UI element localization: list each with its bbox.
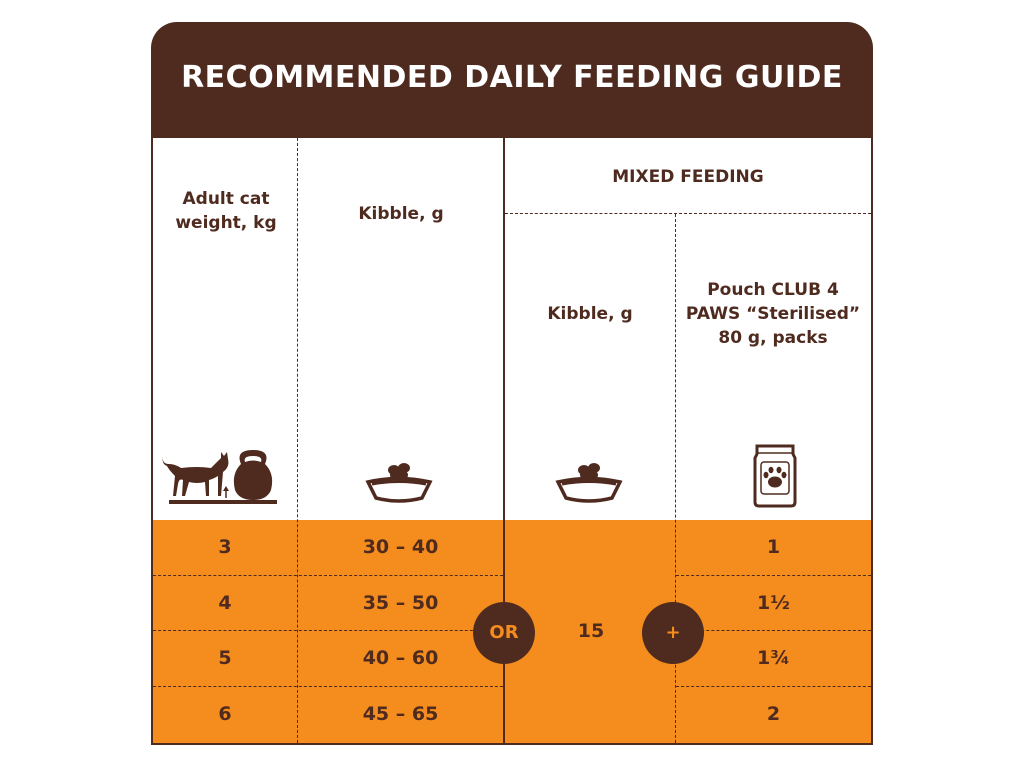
pouch-paw-icon [753,444,797,508]
cat-with-kettlebell-icon [162,450,277,504]
row-3-weight: 5 [218,647,232,669]
column-divider-main [503,138,505,743]
column-divider-1 [297,138,298,743]
header-weight: Adult cat weight, kg [175,189,277,233]
row-divider-left-2 [153,630,503,631]
row-2-weight: 4 [218,592,232,614]
header-mixed-kibble: Kibble, g [547,304,633,324]
row-divider-left-3 [153,686,503,687]
row-1-pouch: 1 [766,536,781,558]
row-1-kibble: 30 – 40 [362,536,439,558]
row-divider-left-1 [153,575,503,576]
food-bowl-icon [555,463,623,503]
row-3-pouch: 1¾ [757,647,790,669]
row-3-kibble: 40 – 60 [362,647,439,669]
row-divider-right-3 [676,686,871,687]
column-divider-3 [675,214,676,743]
row-2-kibble: 35 – 50 [362,592,439,614]
food-bowl-icon [365,463,433,503]
frame-left [151,138,153,745]
header-pouch: Pouch CLUB 4 PAWS “Sterilised” 80 g, pac… [685,280,861,348]
row-2-pouch: 1½ [757,592,790,614]
row-divider-right-1 [676,575,871,576]
title-bar: RECOMMENDED DAILY FEEDING GUIDE [151,22,873,138]
mixed-header-divider [505,213,871,214]
frame-bottom [151,743,873,745]
plus-badge: + [642,602,704,664]
mixed-kibble-value: 15 [577,620,605,642]
row-4-weight: 6 [218,703,232,725]
header-kibble: Kibble, g [358,204,444,224]
row-1-weight: 3 [218,536,232,558]
guide-title: RECOMMENDED DAILY FEEDING GUIDE [181,60,843,95]
row-4-kibble: 45 – 65 [362,703,439,725]
row-divider-right-2 [676,630,871,631]
or-badge: OR [473,602,535,664]
feeding-guide: RECOMMENDED DAILY FEEDING GUIDE Adult ca… [151,22,873,745]
row-4-pouch: 2 [766,703,781,725]
header-mixed-feeding: MIXED FEEDING [612,167,764,187]
frame-right [871,138,873,745]
